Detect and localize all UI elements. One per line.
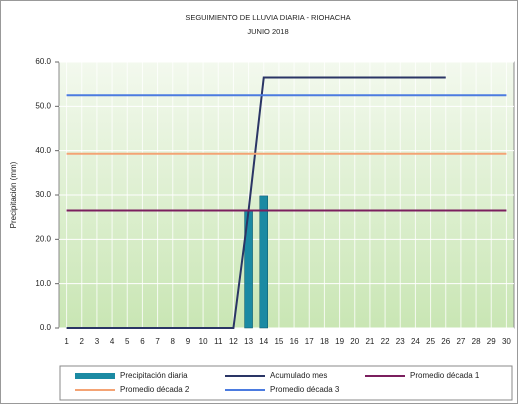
x-tick-label: 22 [381,337,390,346]
x-tick-label: 12 [229,337,238,346]
y-tick-label: 0.0 [40,323,52,332]
legend-label: Promedio década 1 [410,371,480,380]
y-tick-label: 30.0 [35,190,51,199]
y-tick-label: 40.0 [35,146,51,155]
x-tick-label: 8 [171,337,176,346]
legend-label: Promedio década 2 [120,385,190,394]
legend-label: Promedio década 3 [270,385,340,394]
x-tick-label: 9 [186,337,191,346]
line [66,76,446,329]
x-tick-label: 16 [290,337,299,346]
x-tick-label: 30 [502,337,511,346]
chart-subtitle: JUNIO 2018 [247,27,288,36]
x-tick-label: 15 [274,337,283,346]
x-tick-label: 11 [214,337,223,346]
x-tick-label: 20 [350,337,359,346]
y-axis-label: Precipitación (mm) [9,161,18,228]
x-tick-label: 17 [305,337,314,346]
chart-title: SEGUIMIENTO DE LLUVIA DIARIA - RIOHACHA [185,13,350,22]
x-tick-label: 18 [320,337,329,346]
x-tick-label: 29 [487,337,496,346]
x-tick-label: 14 [259,337,268,346]
x-tick-label: 27 [456,337,465,346]
x-tick-label: 6 [140,337,145,346]
legend-label: Acumulado mes [270,371,327,380]
legend-label: Precipitación diaria [120,371,188,380]
x-tick-label: 28 [472,337,481,346]
y-tick-label: 20.0 [35,234,51,243]
x-tick-label: 3 [95,337,100,346]
x-tick-label: 21 [365,337,374,346]
x-tick-label: 2 [80,337,85,346]
x-tick-label: 7 [155,337,160,346]
x-tick-label: 23 [396,337,405,346]
x-tick-label: 13 [244,337,253,346]
y-tick-label: 10.0 [35,279,51,288]
x-tick-label: 24 [411,337,420,346]
y-tick-label: 50.0 [35,101,51,110]
bar [259,195,268,329]
x-tick-label: 26 [441,337,450,346]
x-tick-label: 1 [64,337,69,346]
x-tick-label: 4 [110,337,115,346]
x-tick-label: 10 [199,337,208,346]
x-tick-label: 19 [335,337,344,346]
legend [59,365,513,401]
y-tick-label: 60.0 [35,57,51,66]
x-tick-label: 25 [426,337,435,346]
x-tick-label: 5 [125,337,130,346]
legend-swatch [75,373,115,379]
